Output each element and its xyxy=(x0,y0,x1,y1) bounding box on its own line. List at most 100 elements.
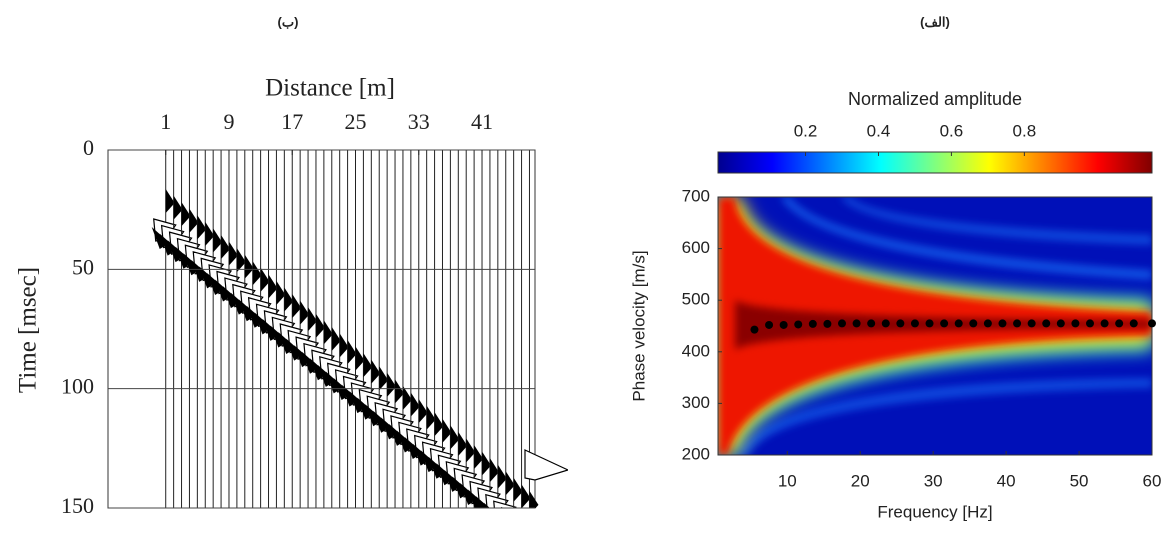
wavelet xyxy=(213,228,223,253)
y-tick-label: 300 xyxy=(682,393,710,412)
wavelet xyxy=(331,326,341,351)
wavelet xyxy=(492,509,510,531)
wavelet xyxy=(426,405,436,430)
wavelet xyxy=(221,234,231,259)
wavelet xyxy=(165,189,175,213)
point xyxy=(969,319,978,328)
x-axis-label: Distance [m] xyxy=(265,75,395,102)
x-tick-label: 40 xyxy=(997,471,1016,490)
wavelet xyxy=(284,287,294,312)
wavelet xyxy=(529,490,539,508)
point xyxy=(852,319,861,328)
point xyxy=(998,319,1007,328)
wavelet xyxy=(363,353,373,378)
y-tick-label: 150 xyxy=(61,493,94,518)
point xyxy=(1071,319,1080,328)
point xyxy=(1013,319,1022,328)
wavelet xyxy=(474,444,484,469)
wavelet xyxy=(505,471,515,496)
point xyxy=(1148,319,1156,328)
wavelet xyxy=(387,372,397,397)
y-axis-label: Time [msec] xyxy=(15,267,42,393)
colorbar-tick-label: 0.8 xyxy=(1013,121,1037,140)
x-tick-label: 17 xyxy=(281,109,303,134)
x-tick-label: 25 xyxy=(345,109,367,134)
point xyxy=(1056,319,1065,328)
point xyxy=(823,319,832,328)
y-tick-label: 400 xyxy=(682,341,710,360)
point xyxy=(765,320,774,329)
wavelet xyxy=(500,516,518,536)
x-tick-label: 1 xyxy=(160,109,171,134)
wavelet xyxy=(379,366,389,391)
wavelet xyxy=(402,385,412,410)
point xyxy=(940,319,949,328)
y-tick-label: 600 xyxy=(682,238,710,257)
wavelet xyxy=(292,294,302,319)
point xyxy=(1100,319,1109,328)
x-tick-label: 41 xyxy=(471,109,493,134)
point xyxy=(794,320,803,329)
point xyxy=(808,319,817,328)
x-tick-label: 30 xyxy=(924,471,943,490)
panel-label: (ب) xyxy=(278,14,299,29)
point xyxy=(896,319,905,328)
wavelet xyxy=(173,195,183,220)
wavelet xyxy=(189,208,199,233)
wavelet xyxy=(515,529,533,536)
wavelet xyxy=(483,502,490,508)
y-tick-label: 200 xyxy=(682,444,710,463)
wavelet xyxy=(524,449,568,481)
colorbar-tick-label: 0.2 xyxy=(794,121,818,140)
dispersion-image xyxy=(718,197,1152,455)
y-tick-label: 50 xyxy=(72,254,94,279)
wavelet xyxy=(323,320,333,345)
wavelet xyxy=(418,399,428,424)
colorbar-tick-label: 0.6 xyxy=(940,121,964,140)
wavelet xyxy=(252,261,262,286)
point xyxy=(779,320,788,329)
wavelet xyxy=(268,274,278,299)
wavelet xyxy=(434,412,444,437)
wavelet xyxy=(205,221,215,246)
point xyxy=(1086,319,1094,328)
x-tick-label: 20 xyxy=(851,471,870,490)
point xyxy=(910,319,919,328)
wavelet xyxy=(236,248,246,273)
point xyxy=(1027,319,1036,328)
point xyxy=(925,319,934,328)
point xyxy=(881,319,890,328)
wavelet xyxy=(497,464,507,489)
wiggle-traces xyxy=(151,150,568,536)
wavelet xyxy=(489,458,499,483)
wavelet xyxy=(355,346,365,371)
wavelet xyxy=(466,438,476,463)
point xyxy=(1042,319,1051,328)
point xyxy=(1115,319,1124,328)
wavelet xyxy=(260,267,270,292)
panel-label: (الف) xyxy=(920,14,950,29)
wavelet xyxy=(500,506,505,508)
wavelet xyxy=(197,215,207,240)
colorbar-label: Normalized amplitude xyxy=(848,89,1022,109)
colorbar xyxy=(717,151,1153,174)
x-tick-label: 33 xyxy=(408,109,430,134)
wavelet xyxy=(308,307,318,332)
point xyxy=(1129,319,1138,328)
y-tick-label: 100 xyxy=(61,374,94,399)
wavelet xyxy=(458,431,468,456)
wavelet xyxy=(276,280,286,305)
wavelet xyxy=(395,379,405,404)
y-tick-label: 0 xyxy=(83,135,94,160)
wavelet xyxy=(371,359,381,384)
point xyxy=(983,319,992,328)
wavelet xyxy=(475,496,490,508)
wavelet xyxy=(513,477,523,502)
point xyxy=(954,319,963,328)
wavelet xyxy=(517,521,539,536)
wavelet xyxy=(442,418,452,443)
y-tick-label: 700 xyxy=(682,186,710,205)
x-tick-label: 60 xyxy=(1143,471,1162,490)
wavelet xyxy=(300,300,310,325)
wavelet xyxy=(450,425,460,450)
